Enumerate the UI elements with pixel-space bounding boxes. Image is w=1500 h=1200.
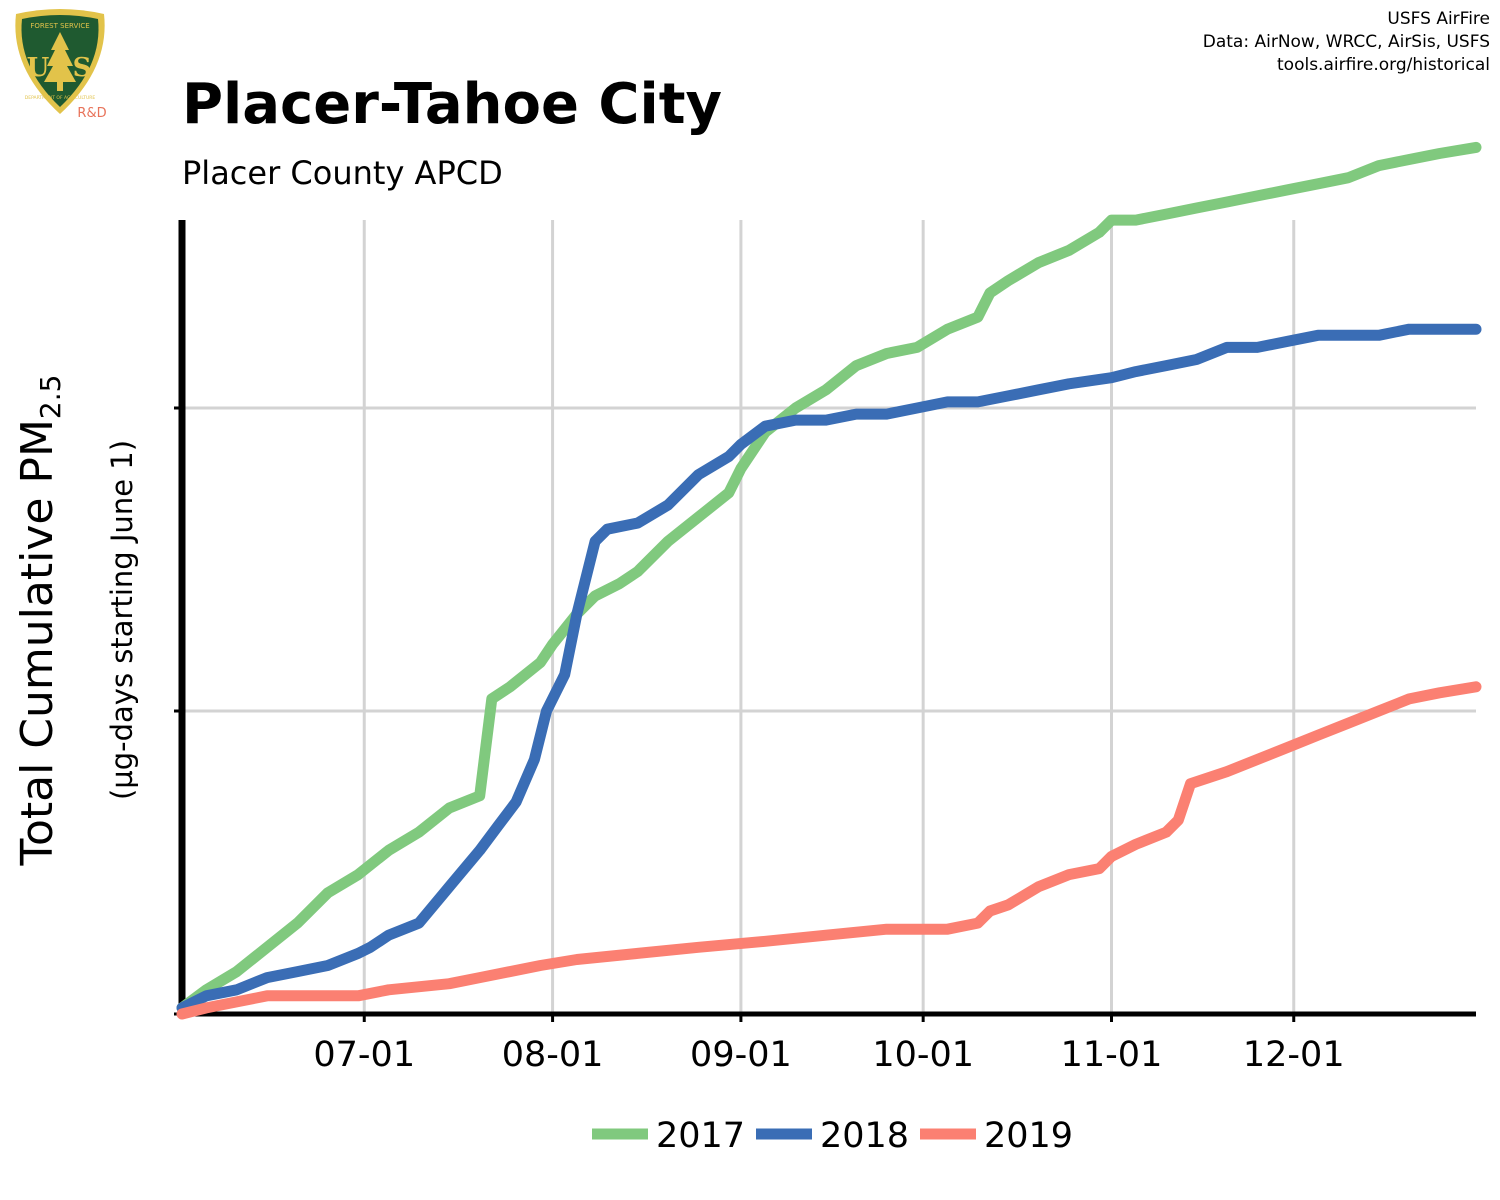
logo-letter-u: U — [27, 53, 50, 83]
chart-title: Placer-Tahoe City — [182, 72, 722, 137]
logo-text-top: FOREST SERVICE — [30, 22, 89, 30]
logo-text-bottom: DEPARTMENT OF AGRICULTURE — [25, 95, 96, 101]
legend-label-2017: 2017 — [656, 1116, 745, 1156]
x-tick-label: 09-01 — [690, 1035, 792, 1075]
series-line-2018 — [176, 323, 1482, 1014]
legend-label-2019: 2019 — [984, 1116, 1073, 1156]
usfs-shield-icon: U S FOREST SERVICE DEPARTMENT OF AGRICUL… — [15, 9, 107, 121]
x-tick-label: 12-01 — [1243, 1035, 1345, 1075]
y-axis-label: Total Cumulative PM2.5 — [12, 375, 67, 867]
grid-layer — [182, 220, 1476, 1014]
legend-label-2018: 2018 — [820, 1116, 909, 1156]
credit-line-data: Data: AirNow, WRCC, AirSis, USFS — [1202, 32, 1490, 52]
tree-trunk — [57, 82, 63, 91]
credits: USFS AirFire Data: AirNow, WRCC, AirSis,… — [1203, 8, 1490, 77]
tree-icon — [44, 32, 76, 82]
y-axis-units: (µg-days starting June 1) — [105, 440, 139, 800]
chart-subtitle: Placer County APCD — [182, 154, 503, 192]
logo-suffix: R&D — [77, 106, 106, 120]
credit-line-org: USFS AirFire — [1387, 9, 1490, 29]
logo-letter-s: S — [73, 53, 92, 83]
x-tick-label: 08-01 — [502, 1035, 604, 1075]
series-line-2017 — [176, 141, 1482, 1014]
series-line-2019 — [176, 681, 1482, 1020]
credit-line-url: tools.airfire.org/historical — [1277, 55, 1490, 75]
x-tick-label: 11-01 — [1061, 1035, 1163, 1075]
axis-layer: 07-01 08-01 09-01 10-01 11-01 12-01 — [174, 220, 1476, 1075]
x-tick-label: 10-01 — [872, 1035, 974, 1075]
x-tick-label: 07-01 — [313, 1035, 415, 1075]
usfs-logo: U S FOREST SERVICE DEPARTMENT OF AGRICUL… — [8, 8, 112, 121]
y-axis-label-text: Total Cumulative PM — [12, 419, 63, 866]
y-axis-label-subscript: 2.5 — [34, 375, 67, 420]
series-layer — [176, 141, 1482, 1020]
legend: 2017 2018 2019 — [592, 1116, 1073, 1156]
